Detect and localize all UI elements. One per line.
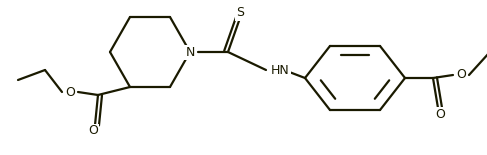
Text: O: O	[88, 124, 98, 137]
Text: HN: HN	[271, 64, 290, 77]
Text: O: O	[435, 108, 445, 120]
Text: N: N	[186, 46, 195, 58]
Text: O: O	[65, 86, 75, 98]
Text: O: O	[456, 69, 466, 82]
Text: S: S	[236, 7, 244, 20]
